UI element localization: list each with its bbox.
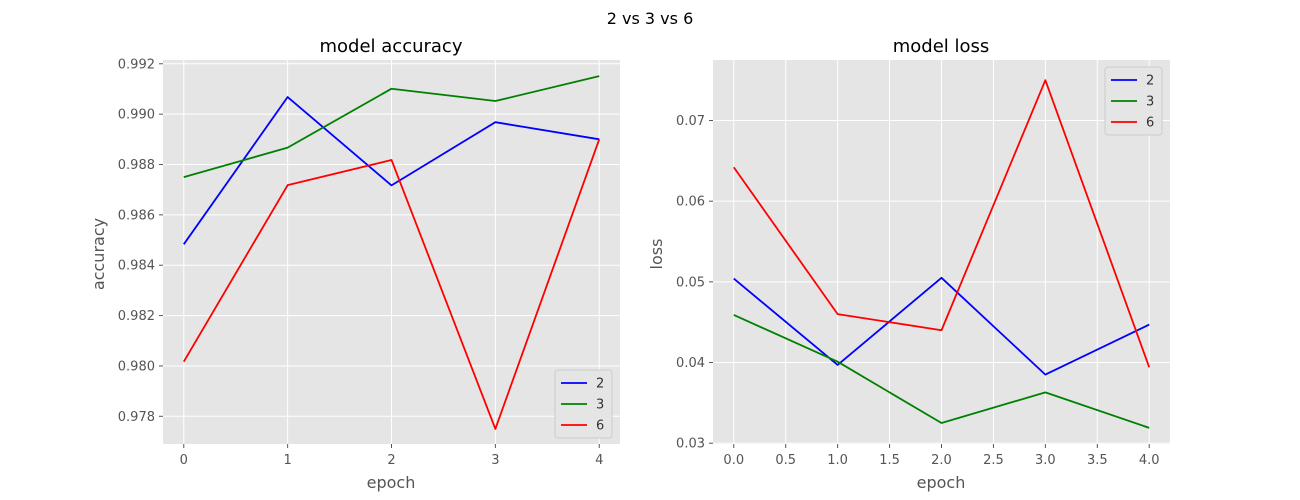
loss-chart-series-6-line [733,79,1151,368]
loss-chart-x-tick-label: 1.0 [827,453,848,468]
accuracy-chart-y-tick-label: 0.980 [118,359,155,374]
loss-chart-series-2-line [733,276,1150,376]
accuracy-chart-legend: 2 3 6 [554,369,613,439]
loss-chart-x-tick-label: 3.0 [1035,453,1056,468]
accuracy-chart-y-tick-label: 0.982 [118,309,155,324]
loss-chart-x-tick-label: 1.5 [879,453,900,468]
accuracy-chart-x-tick-label: 0 [180,453,188,468]
accuracy-chart-y-tick-label: 0.978 [118,410,155,425]
accuracy-chart-x-tick-label: 1 [283,453,291,468]
loss-chart-series-3-line [733,314,1150,429]
accuracy-chart: model accuracy epoch accuracy 0 1 2 3 4 0.978… [89,36,620,492]
loss-chart-xlabel: epoch [917,473,966,492]
loss-chart-y-tick-label: 0.06 [676,195,705,210]
accuracy-chart-legend-label-6: 6 [596,419,604,434]
loss-chart-legend: 2 3 6 [1104,66,1163,136]
loss-chart-y-tick-label: 0.07 [676,114,705,129]
accuracy-chart-series-3-line [183,75,600,178]
loss-chart-x-tick-label: 2.5 [983,453,1004,468]
loss-chart-x-tick-label: 2.0 [931,453,952,468]
loss-chart-y-tick-label: 0.04 [676,356,705,371]
accuracy-chart-series-6-line [182,139,601,430]
loss-chart-x-tick-label: 4.0 [1139,453,1160,468]
accuracy-chart-title: model accuracy [320,36,463,57]
figure-suptitle: 2 vs 3 vs 6 [607,9,694,28]
accuracy-chart-series-2-line [183,96,600,245]
loss-chart-y-tick-label: 0.05 [676,275,705,290]
loss-chart-x-tick-label: 0.0 [723,453,744,468]
loss-chart-legend-label-6: 6 [1146,116,1154,131]
accuracy-chart-x-tick-label: 3 [491,453,499,468]
loss-chart: model loss epoch loss 0.0 0.5 1.0 1.5 2.0 2.5… [647,36,1170,492]
accuracy-chart-y-tick-label: 0.992 [118,57,155,72]
accuracy-chart-legend-label-3: 3 [596,398,604,413]
loss-chart-legend-label-3: 3 [1146,95,1154,110]
loss-chart-ylabel: loss [647,239,666,270]
loss-chart-y-tick-label: 0.03 [676,437,705,452]
accuracy-chart-ylabel: accuracy [89,218,108,290]
loss-chart-title: model loss [893,36,990,57]
accuracy-chart-y-tick-label: 0.988 [118,158,155,173]
loss-chart-x-tick-label: 3.5 [1087,453,1108,468]
accuracy-chart-x-tick-label: 2 [387,453,395,468]
accuracy-chart-xlabel: epoch [367,473,416,492]
loss-chart-x-tick-label: 0.5 [775,453,796,468]
accuracy-chart-y-tick-label: 0.990 [118,108,155,123]
accuracy-chart-x-tick-label: 4 [595,453,603,468]
accuracy-chart-legend-label-2: 2 [596,377,604,392]
accuracy-chart-y-tick-label: 0.986 [118,208,155,223]
accuracy-chart-y-tick-label: 0.984 [118,259,155,274]
loss-chart-legend-label-2: 2 [1146,74,1154,89]
